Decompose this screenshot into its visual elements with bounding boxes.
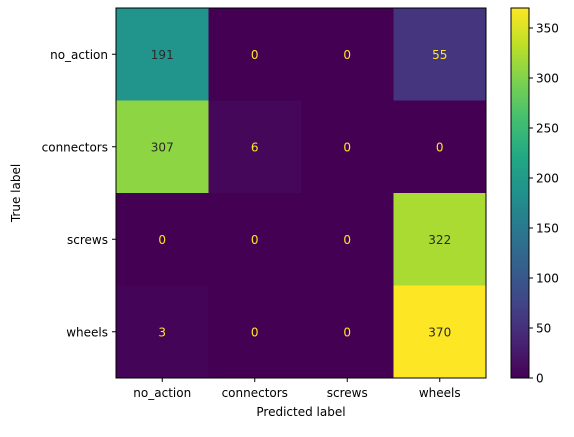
cell-value-label: 370 — [428, 325, 451, 339]
heatmap-cell — [116, 8, 209, 101]
heatmap-cell — [301, 100, 394, 194]
y-axis-ticks: no_action connectors screws wheels — [42, 48, 116, 339]
cell-value-label: 55 — [432, 48, 447, 62]
heatmap-cell — [301, 193, 394, 286]
y-axis-label: True label — [9, 164, 23, 223]
cell-value-label: 0 — [343, 233, 351, 247]
colorbar — [510, 7, 530, 379]
colorbar-tick-label: 50 — [536, 322, 551, 336]
colorbar-tick-label: 250 — [536, 122, 559, 136]
cell-value-label: 0 — [158, 233, 166, 247]
cell-value-label: 0 — [251, 233, 259, 247]
x-axis-label: Predicted label — [256, 405, 345, 419]
heatmap-cell — [208, 193, 302, 286]
cell-value-label: 322 — [428, 233, 451, 247]
colorbar-tick-label: 100 — [536, 272, 559, 286]
x-tick-label: wheels — [419, 386, 461, 400]
y-tick-label: screws — [67, 233, 108, 247]
y-tick-label: wheels — [66, 325, 108, 339]
cell-value-label: 0 — [343, 48, 351, 62]
heatmap-cell — [116, 100, 209, 194]
heatmap-cell — [393, 8, 487, 101]
heatmap-cell — [301, 8, 394, 101]
cell-value-label: 3 — [158, 325, 166, 339]
cell-value-labels: 191 0 0 55 307 6 0 0 0 0 0 322 3 0 0 370 — [151, 48, 451, 340]
cell-value-label: 0 — [343, 140, 351, 154]
heatmap-cell — [393, 193, 487, 286]
x-tick-label: screws — [327, 386, 368, 400]
heatmap-cells — [116, 8, 487, 379]
cell-value-label: 0 — [251, 325, 259, 339]
heatmap-cell — [301, 285, 394, 379]
heatmap-cell — [116, 285, 209, 379]
cell-value-label: 6 — [251, 140, 259, 154]
x-tick-label: connectors — [222, 386, 288, 400]
colorbar-tick-label: 0 — [536, 372, 544, 386]
y-tick-label: connectors — [42, 140, 108, 154]
cell-value-label: 0 — [251, 48, 259, 62]
colorbar-tick-label: 150 — [536, 222, 559, 236]
colorbar-tick-label: 300 — [536, 72, 559, 86]
cell-value-label: 0 — [343, 325, 351, 339]
x-axis-ticks: no_action connectors screws wheels — [133, 378, 461, 400]
heatmap-cell — [208, 8, 302, 101]
cell-value-label: 307 — [151, 140, 174, 154]
colorbar-tick-label: 200 — [536, 172, 559, 186]
y-tick-label: no_action — [50, 48, 108, 62]
heatmap-cell — [116, 193, 209, 286]
cell-value-label: 191 — [151, 48, 174, 62]
heatmap-cell — [208, 100, 302, 194]
cell-value-label: 0 — [436, 140, 444, 154]
colorbar-tick-label: 350 — [536, 22, 559, 36]
heatmap-cell — [393, 100, 487, 194]
heatmap-cell — [393, 285, 487, 379]
x-tick-label: no_action — [133, 386, 191, 400]
plot-frame — [115, 7, 487, 379]
colorbar-ticks: 0 50 100 150 200 250 300 350 — [529, 22, 559, 386]
heatmap-cell — [208, 285, 302, 379]
